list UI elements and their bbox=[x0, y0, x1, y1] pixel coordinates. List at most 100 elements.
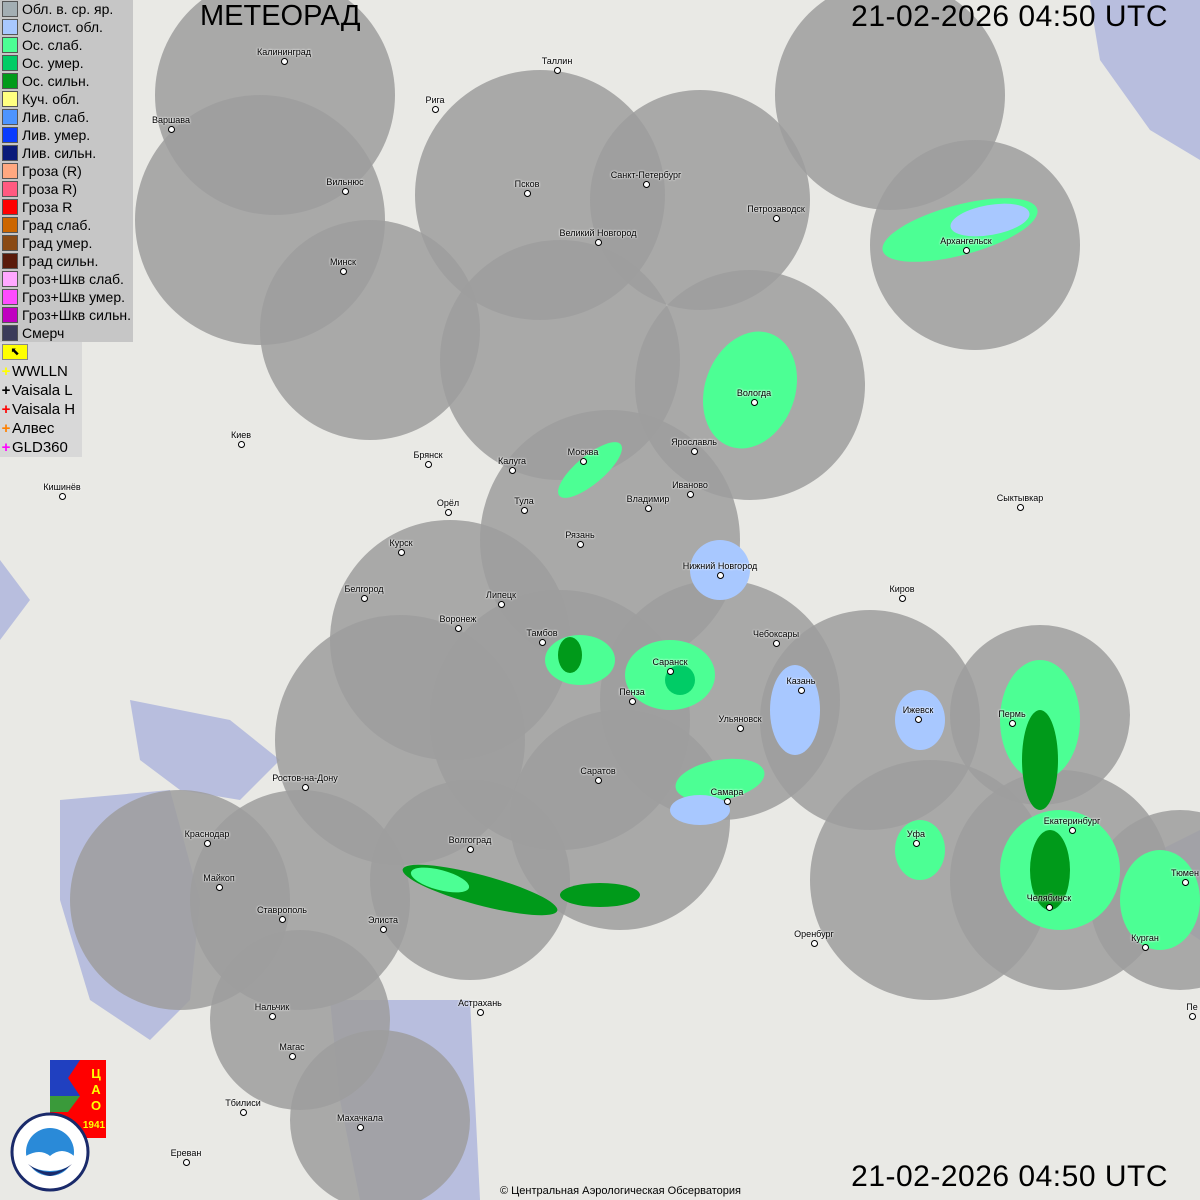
legend-swatch bbox=[2, 217, 18, 233]
precipitation-legend: Обл. в. ср. яр. Слоист. обл. Ос. слаб. Ос. … bbox=[0, 0, 133, 342]
city-label: Саранск bbox=[652, 657, 688, 667]
lightning-network-item[interactable]: + Алвес bbox=[0, 419, 82, 438]
cross-icon: + bbox=[1, 363, 11, 380]
legend-swatch bbox=[2, 73, 18, 89]
precipitation-area bbox=[770, 665, 820, 755]
city-marker bbox=[238, 441, 245, 448]
precipitation-area bbox=[560, 883, 640, 907]
city-marker bbox=[687, 491, 694, 498]
city-label: Киев bbox=[230, 430, 252, 440]
roshydromet-logo bbox=[10, 1112, 90, 1192]
city-label: Белгород bbox=[344, 584, 384, 594]
city-marker bbox=[1069, 827, 1076, 834]
city-marker bbox=[59, 493, 66, 500]
precipitation-area bbox=[895, 820, 945, 880]
city-marker bbox=[1046, 904, 1053, 911]
cross-icon: + bbox=[1, 382, 11, 399]
legend-item: Обл. в. ср. яр. bbox=[0, 0, 133, 18]
city-label: Рязань bbox=[565, 530, 595, 540]
city-marker bbox=[1142, 944, 1149, 951]
precipitation-area bbox=[410, 867, 470, 893]
city-label: Нижний Новгород bbox=[682, 561, 758, 571]
city-label: Краснодар bbox=[184, 829, 230, 839]
legend-swatch bbox=[2, 127, 18, 143]
city-label: Тбилиси bbox=[225, 1098, 261, 1108]
city-marker bbox=[204, 840, 211, 847]
legend-swatch bbox=[2, 55, 18, 71]
legend-label: Обл. в. ср. яр. bbox=[22, 1, 114, 17]
city-marker bbox=[539, 639, 546, 646]
svg-text:1941: 1941 bbox=[83, 1120, 106, 1131]
city-marker bbox=[425, 461, 432, 468]
legend-item: Гроза R bbox=[0, 198, 133, 216]
legend-label: Ос. сильн. bbox=[22, 73, 90, 89]
city-label: Ростов-на-Дону bbox=[272, 773, 338, 783]
city-label: Пермь bbox=[998, 709, 1026, 719]
city-label: Тюмен bbox=[1171, 868, 1199, 878]
legend-item: Гроз+Шкв сильн. bbox=[0, 306, 133, 324]
copyright: © Центральная Аэрологическая Обсерватори… bbox=[500, 1185, 741, 1197]
radar-circle bbox=[590, 90, 810, 310]
legend-label: Гроз+Шкв слаб. bbox=[22, 271, 124, 287]
city-marker bbox=[281, 58, 288, 65]
city-marker bbox=[629, 698, 636, 705]
city-marker bbox=[899, 595, 906, 602]
legend-swatch bbox=[2, 271, 18, 287]
radar-circle bbox=[210, 930, 390, 1110]
city-label: Майкоп bbox=[203, 873, 235, 883]
city-label: Ижевск bbox=[902, 705, 934, 715]
legend-label: Лив. слаб. bbox=[22, 109, 90, 125]
city-label: Брянск bbox=[413, 450, 443, 460]
city-marker bbox=[691, 448, 698, 455]
city-label: Минск bbox=[330, 257, 356, 267]
precipitation-area bbox=[1120, 850, 1200, 950]
arrow-corner-icon[interactable]: ⬉ bbox=[2, 344, 28, 360]
city-marker bbox=[737, 725, 744, 732]
city-label: Тула bbox=[514, 496, 534, 506]
city-label: Ульяновск bbox=[718, 714, 762, 724]
legend-label: Гроза R bbox=[22, 199, 73, 215]
city-marker bbox=[773, 215, 780, 222]
city-marker bbox=[168, 126, 175, 133]
city-label: Архангельск bbox=[940, 236, 992, 246]
lightning-network-item[interactable]: + WWLLN bbox=[0, 362, 82, 381]
legend-label: Град сильн. bbox=[22, 253, 99, 269]
legend-item: Лив. сильн. bbox=[0, 144, 133, 162]
city-marker bbox=[773, 640, 780, 647]
lightning-network-item[interactable]: + Vaisala H bbox=[0, 400, 82, 419]
legend-item: Смерч bbox=[0, 324, 133, 342]
city-label: Кишинёв bbox=[43, 482, 81, 492]
legend-item: Гроза (R) bbox=[0, 162, 133, 180]
legend-label: Гроза (R) bbox=[22, 163, 82, 179]
city-label: Махачкала bbox=[337, 1113, 383, 1123]
city-marker bbox=[467, 846, 474, 853]
city-marker bbox=[302, 784, 309, 791]
city-marker bbox=[913, 840, 920, 847]
legend-item: Град слаб. bbox=[0, 216, 133, 234]
precipitation-area bbox=[675, 758, 765, 802]
precipitation-area bbox=[558, 637, 582, 673]
city-marker bbox=[915, 716, 922, 723]
city-label: Курган bbox=[1131, 933, 1159, 943]
city-marker bbox=[1182, 879, 1189, 886]
legend-swatch bbox=[2, 37, 18, 53]
precipitation-area bbox=[690, 540, 750, 600]
legend-label: Град умер. bbox=[22, 235, 93, 251]
legend-swatch bbox=[2, 19, 18, 35]
lightning-network-item[interactable]: + GLD360 bbox=[0, 438, 82, 457]
legend-label: Гроз+Шкв умер. bbox=[22, 289, 126, 305]
city-label: Сыктывкар bbox=[996, 493, 1044, 503]
city-marker bbox=[1017, 504, 1024, 511]
legend-label: Ос. умер. bbox=[22, 55, 84, 71]
legend-swatch bbox=[2, 1, 18, 17]
legend-item: Град сильн. bbox=[0, 252, 133, 270]
city-marker bbox=[963, 247, 970, 254]
city-marker bbox=[509, 467, 516, 474]
city-marker bbox=[798, 687, 805, 694]
legend-label: Куч. обл. bbox=[22, 91, 80, 107]
lightning-network-item[interactable]: + Vaisala L bbox=[0, 381, 82, 400]
city-label: Магас bbox=[279, 1042, 305, 1052]
legend-item: Ос. слаб. bbox=[0, 36, 133, 54]
city-label: Вильнюс bbox=[326, 177, 364, 187]
